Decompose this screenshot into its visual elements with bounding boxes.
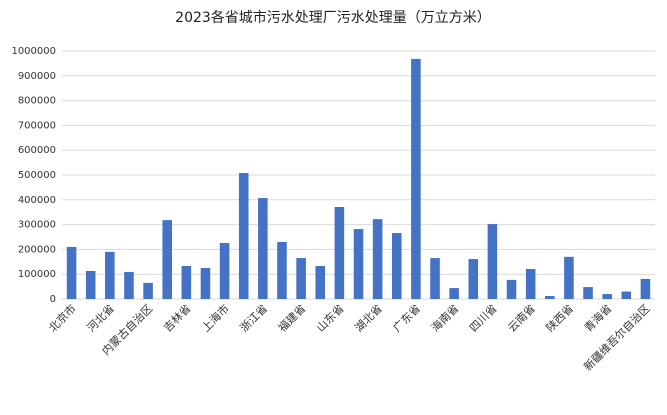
bar (487, 224, 498, 299)
y-tick-label: 900000 (18, 71, 56, 82)
bar (545, 296, 555, 299)
bar (181, 266, 192, 299)
bar (162, 220, 172, 299)
x-tick-label: 青海省 (581, 301, 614, 334)
chart-title: 2023各省城市污水处理厂污水处理量（万立方米） (175, 9, 491, 26)
bar (315, 266, 326, 299)
bar (296, 258, 306, 299)
y-tick-label: 0 (50, 294, 56, 305)
bar (430, 258, 440, 299)
bar (372, 219, 383, 299)
x-tick-label: 上海市 (199, 301, 232, 334)
y-tick-label: 200000 (18, 244, 56, 255)
y-tick-label: 600000 (18, 145, 56, 156)
y-tick-label: 500000 (18, 170, 56, 181)
bar (219, 242, 230, 299)
bar (277, 241, 287, 299)
x-tick-label: 云南省 (505, 302, 538, 335)
x-tick-label: 福建省 (275, 301, 308, 334)
x-tick-label: 浙江省 (238, 302, 271, 335)
bar (258, 198, 268, 299)
x-tick-label: 北京市 (46, 301, 79, 334)
x-tick-label: 陕西省 (543, 301, 576, 334)
bar (525, 268, 536, 299)
y-tick-label: 100000 (18, 269, 56, 280)
y-tick-label: 800000 (18, 96, 56, 107)
bar (583, 287, 593, 299)
x-tick-label: 河北省 (85, 302, 118, 335)
bar (334, 206, 345, 299)
bar (85, 270, 96, 299)
x-tick-label: 广东省 (391, 302, 424, 335)
y-tick-label: 700000 (18, 120, 56, 131)
bar (621, 291, 632, 299)
x-tick-label: 湖北省 (352, 302, 385, 335)
x-tick-label: 四川省 (467, 302, 500, 335)
bar (353, 229, 364, 299)
bar (506, 279, 517, 299)
bar (200, 268, 211, 299)
x-tick-label: 吉林省 (160, 301, 193, 334)
bar (391, 233, 402, 299)
bar (640, 278, 651, 299)
bar (449, 288, 459, 299)
bar (564, 256, 574, 299)
bar (468, 259, 479, 299)
bar (602, 294, 612, 299)
bar (124, 271, 134, 299)
bar (238, 173, 249, 299)
bar (66, 246, 77, 299)
bar (105, 251, 115, 299)
y-tick-label: 300000 (18, 220, 56, 231)
bar (143, 282, 153, 299)
x-tick-label: 山东省 (314, 302, 347, 335)
bar (411, 58, 421, 299)
x-tick-label: 海南省 (428, 301, 461, 334)
y-tick-label: 1000000 (11, 46, 56, 57)
y-tick-label: 400000 (18, 195, 56, 206)
x-tick-label: 新疆维吾尔自治区 (581, 301, 653, 373)
